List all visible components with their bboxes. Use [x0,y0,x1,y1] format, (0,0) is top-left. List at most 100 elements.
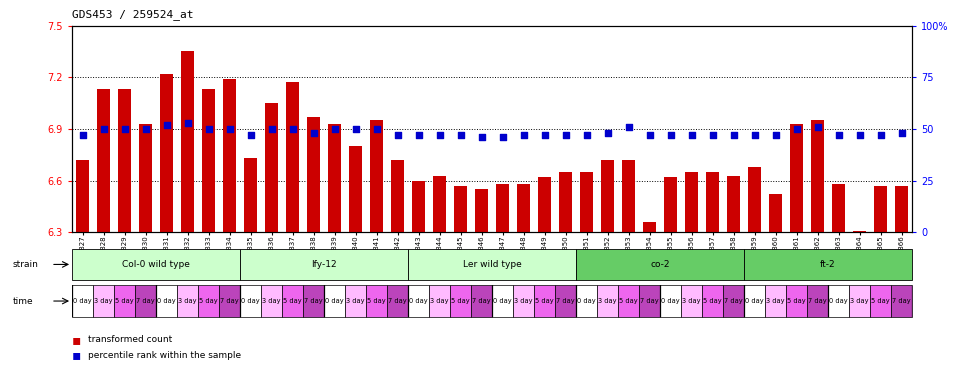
Text: 7 day: 7 day [220,298,239,304]
Point [726,132,741,138]
Bar [348,146,362,232]
Bar [534,285,555,317]
Bar [513,285,534,317]
Bar [660,285,681,317]
Point [494,134,510,140]
Bar [202,89,215,232]
Text: 0 day: 0 day [73,298,92,304]
Bar [450,285,471,317]
Text: 7 day: 7 day [136,298,155,304]
Point [600,130,615,136]
Bar [412,181,425,232]
Bar [810,120,825,232]
Bar [597,285,618,317]
Bar [408,285,429,317]
Bar [327,124,342,232]
Point [768,132,783,138]
Bar [852,231,866,232]
Text: 5 day: 5 day [871,298,890,304]
Bar [261,285,282,317]
Text: 0 day: 0 day [409,298,428,304]
Bar [748,167,761,232]
Bar [138,124,153,232]
Text: 0 day: 0 day [745,298,764,304]
Point [264,126,279,132]
Text: percentile rank within the sample: percentile rank within the sample [88,351,242,359]
Text: 5 day: 5 day [367,298,386,304]
Point [201,126,216,132]
Bar [324,285,345,317]
Text: 7 day: 7 day [892,298,911,304]
Bar [366,285,387,317]
Bar [663,177,678,232]
Bar [639,285,660,317]
Bar [744,285,765,317]
Bar [492,285,513,317]
Text: 0 day: 0 day [661,298,680,304]
Bar [702,285,723,317]
Text: 5 day: 5 day [703,298,722,304]
Bar [303,285,324,317]
Point [180,120,195,126]
Text: ▪: ▪ [72,333,82,347]
Bar [618,285,639,317]
Bar [240,249,408,280]
Text: 7 day: 7 day [724,298,743,304]
Bar [387,285,408,317]
Point [453,132,468,138]
Text: transformed count: transformed count [88,335,173,344]
Text: ▪: ▪ [72,348,82,362]
Bar [97,89,110,232]
Text: 7 day: 7 day [388,298,407,304]
Text: 5 day: 5 day [199,298,218,304]
Text: strain: strain [12,260,38,269]
Text: 3 day: 3 day [430,298,448,304]
Point [390,132,405,138]
Bar [244,158,257,232]
Bar [433,176,446,232]
Bar [370,120,383,232]
Bar [559,172,572,232]
Bar [159,74,174,232]
Point [705,132,720,138]
Point [830,132,846,138]
Bar [723,285,744,317]
Bar [580,172,593,232]
Point [306,130,322,136]
Bar [744,249,912,280]
Bar [93,285,114,317]
Bar [72,249,240,280]
Text: 7 day: 7 day [556,298,575,304]
Bar [727,176,740,232]
Text: 3 day: 3 day [515,298,533,304]
Bar [870,285,891,317]
Bar [429,285,450,317]
Bar [265,103,278,232]
Bar [622,160,636,232]
Point [138,126,154,132]
Bar [891,285,912,317]
Bar [156,285,177,317]
Bar [555,285,576,317]
Point [852,132,867,138]
Text: 3 day: 3 day [179,298,197,304]
Bar [286,82,300,232]
Bar [408,249,576,280]
Bar [198,285,219,317]
Point [411,132,426,138]
Point [222,126,237,132]
Bar [769,194,782,232]
Text: 5 day: 5 day [451,298,469,304]
Text: lfy-12: lfy-12 [311,260,337,269]
Point [537,132,552,138]
Text: 0 day: 0 day [325,298,344,304]
Text: 7 day: 7 day [808,298,827,304]
Text: time: time [12,296,33,306]
Point [873,132,888,138]
Text: 7 day: 7 day [472,298,491,304]
Bar [516,184,530,232]
Point [285,126,300,132]
Bar [831,184,846,232]
Point [894,130,909,136]
Bar [345,285,366,317]
